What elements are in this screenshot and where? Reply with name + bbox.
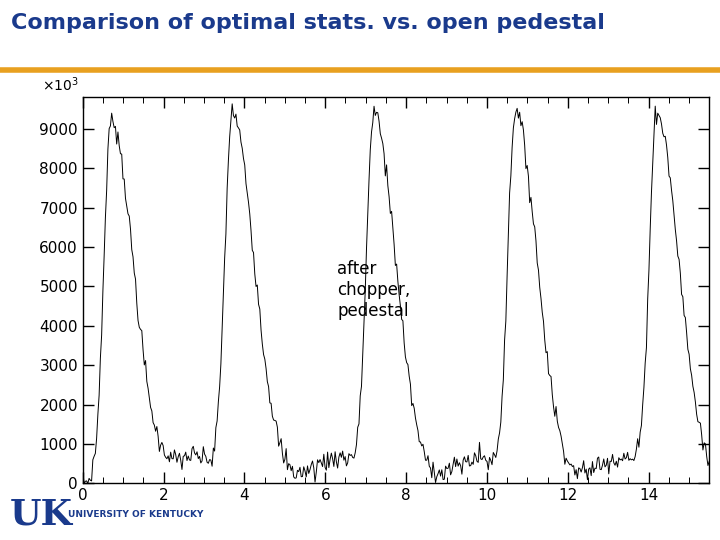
Text: after
chopper,
pedestal: after chopper, pedestal: [338, 260, 410, 320]
Text: UNIVERSITY OF KENTUCKY: UNIVERSITY OF KENTUCKY: [68, 510, 203, 519]
Text: UK: UK: [9, 497, 72, 531]
Text: $\times10^3$: $\times10^3$: [42, 76, 79, 94]
Text: Comparison of optimal stats. vs. open pedestal: Comparison of optimal stats. vs. open pe…: [11, 13, 605, 33]
